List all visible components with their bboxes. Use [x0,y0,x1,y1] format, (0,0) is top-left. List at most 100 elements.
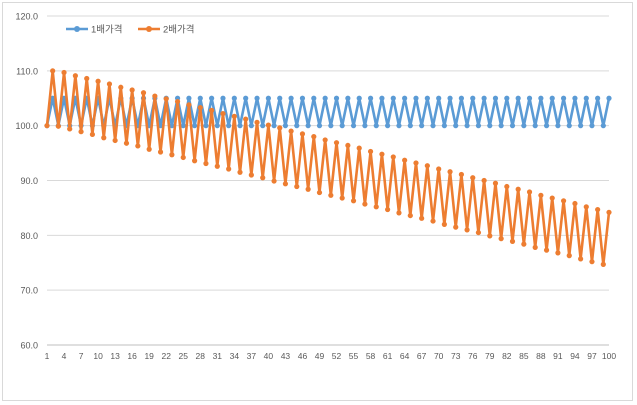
y-tick-label: 120.0 [15,12,38,22]
data-point [385,206,391,213]
data-point [123,140,130,146]
data-point [441,221,447,227]
data-point [220,111,226,117]
data-point [180,154,186,161]
data-point [305,123,311,129]
data-point [424,163,430,169]
data-point [521,123,527,129]
data-point [282,123,289,129]
x-tick-label: 91 [553,351,563,361]
data-point [407,212,413,219]
y-tick-label: 110.0 [16,66,38,76]
data-point [129,87,135,93]
x-tick-label: 19 [144,351,154,361]
data-point [453,123,459,129]
data-point [277,95,283,101]
data-point [44,123,50,129]
y-tick-label: 80.0 [20,231,38,241]
data-point [322,137,328,143]
data-point [390,154,396,160]
data-point [543,123,550,129]
legend-item: 2배가격 [138,24,195,36]
x-tick-label: 28 [196,351,206,361]
x-tick-label: 31 [213,351,223,361]
data-point [379,151,385,157]
x-tick-label: 97 [587,351,597,361]
data-point [174,98,181,105]
x-tick-label: 49 [315,351,325,361]
x-tick-label: 13 [110,351,120,361]
data-point [470,175,476,181]
data-point [498,236,504,242]
data-point [532,123,538,129]
x-tick-label: 76 [468,351,478,361]
data-point [248,172,254,178]
x-tick-label: 73 [451,351,461,361]
data-point [419,215,425,221]
data-point [106,81,113,87]
x-tick-label: 7 [79,351,84,361]
data-point [231,113,237,119]
data-point [373,204,379,210]
data-point [560,95,567,101]
data-point [413,160,419,166]
data-point [526,189,533,195]
data-point [606,95,612,101]
data-point [260,123,266,129]
y-tick-label: 90.0 [20,176,38,186]
data-point [606,209,612,215]
y-tick-label: 100.0 [15,121,38,131]
data-point [265,122,271,128]
x-tick-label: 40 [264,351,274,361]
data-point [226,123,232,129]
gridlines [47,15,609,346]
data-point [288,128,294,134]
x-tick-label: 37 [247,351,257,361]
data-point [209,95,215,101]
x-tick-label: 61 [383,351,393,361]
data-point [453,224,459,230]
data-point [470,95,476,101]
data-point [475,229,482,236]
data-point [152,93,158,99]
y-axis-ticks: 60.0 70.0 80.0 90.0 100.0 110.0 120.0 [15,12,38,351]
data-point [254,95,260,101]
y-tick-label: 70.0 [20,286,38,296]
x-tick-label: 94 [570,351,580,361]
data-point [447,169,453,175]
data-point [589,259,595,265]
data-point [515,95,521,101]
x-tick-label: 85 [519,351,529,361]
data-point [311,134,317,140]
y-tick-label: 60.0 [20,341,38,351]
data-point [385,123,391,129]
data-point [345,95,351,101]
data-point [458,171,465,178]
data-point [169,123,175,129]
x-tick-label: 64 [400,351,410,361]
data-point [55,123,61,129]
x-tick-label: 16 [127,351,137,361]
x-tick-label: 55 [349,351,359,361]
data-point [532,244,538,250]
data-point [50,95,56,101]
data-point [89,131,96,138]
data-point [299,131,306,137]
data-point [504,95,510,101]
data-point [356,95,362,101]
data-point [220,95,226,101]
data-point [566,253,572,259]
data-point [135,143,141,149]
data-point [203,123,209,129]
data-point [282,181,289,187]
data-point [294,123,300,129]
data-point [203,160,209,167]
x-tick-label: 67 [417,351,427,361]
data-point [578,256,584,262]
data-point [526,95,533,101]
data-point [333,140,340,146]
data-point [572,200,578,207]
series-2 [44,68,612,267]
data-point [191,158,198,164]
